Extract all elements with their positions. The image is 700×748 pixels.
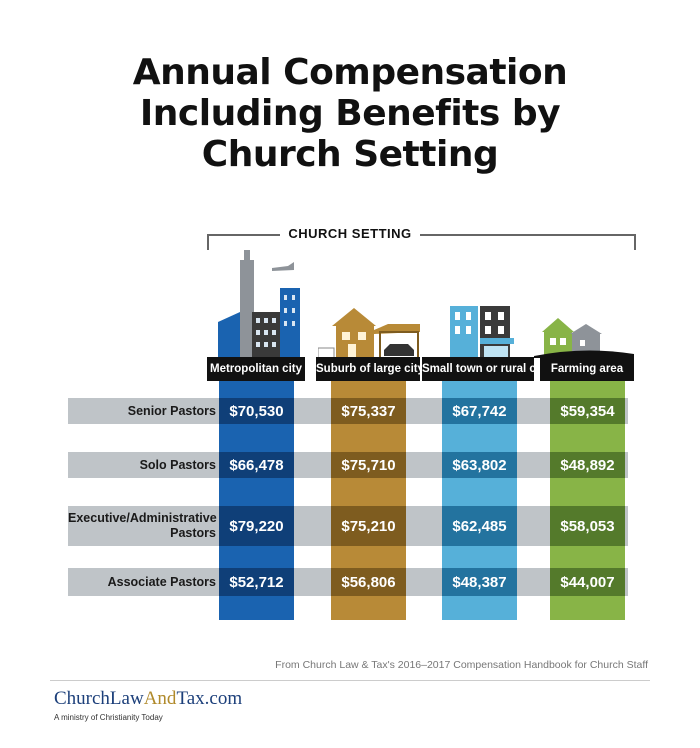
value-cell: $44,007 bbox=[550, 568, 625, 596]
column-header-suburb: Suburb of large city bbox=[316, 357, 424, 381]
title-line-2: Including Benefits by bbox=[139, 93, 561, 134]
value-cell: $56,806 bbox=[331, 568, 406, 596]
value-cell: $67,742 bbox=[442, 398, 517, 424]
row-label: Solo Pastors bbox=[139, 457, 216, 472]
value-cell: $75,337 bbox=[331, 398, 406, 424]
value-cell: $79,220 bbox=[219, 506, 294, 546]
row-label: Senior Pastors bbox=[127, 403, 216, 418]
value-cell: $62,485 bbox=[442, 506, 517, 546]
churchlawandtax-logo: ChurchLawAndTax.com bbox=[54, 688, 243, 709]
value-cell: $66,478 bbox=[219, 452, 294, 478]
city-skyline-icon bbox=[218, 250, 300, 358]
value-cell: $75,210 bbox=[331, 506, 406, 546]
column-header-metropolitan: Metropolitan city bbox=[207, 357, 305, 381]
value-cell: $63,802 bbox=[442, 452, 517, 478]
row-label: Executive/Administrative Pastors bbox=[68, 511, 217, 540]
source-note: From Church Law & Tax's 2016–2017 Compen… bbox=[275, 659, 648, 671]
value-cell: $58,053 bbox=[550, 506, 625, 546]
value-cell: $59,354 bbox=[550, 398, 625, 424]
title-line-3: Church Setting bbox=[201, 134, 499, 175]
footer-divider bbox=[50, 680, 650, 681]
chart-title: Annual Compensation Including Benefits b… bbox=[0, 52, 700, 175]
farm-house-icon bbox=[534, 318, 634, 358]
suburb-house-icon bbox=[318, 308, 420, 358]
church-setting-label: CHURCH SETTING bbox=[0, 225, 700, 243]
column-header-farming: Farming area bbox=[540, 357, 634, 381]
value-cell: $52,712 bbox=[219, 568, 294, 596]
value-cell: $70,530 bbox=[219, 398, 294, 424]
title-line-1: Annual Compensation bbox=[132, 52, 568, 93]
value-cell: $75,710 bbox=[331, 452, 406, 478]
value-cell: $48,892 bbox=[550, 452, 625, 478]
value-cell: $48,387 bbox=[442, 568, 517, 596]
logo-tagline: A ministry of Christianity Today bbox=[54, 713, 163, 722]
column-header-small-town: Small town or rural city bbox=[422, 357, 549, 381]
small-town-icon bbox=[450, 306, 514, 358]
church-setting-bracket bbox=[207, 234, 636, 250]
row-label: Associate Pastors bbox=[107, 574, 216, 589]
